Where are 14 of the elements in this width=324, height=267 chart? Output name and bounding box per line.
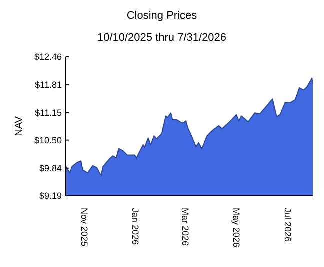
y-tick-label: $9.19 — [39, 191, 62, 202]
y-tick-label: $9.84 — [39, 164, 62, 174]
x-tick-label: Jul 2026 — [282, 208, 293, 242]
y-tick-label: $11.15 — [35, 108, 62, 118]
y-tick-label: $11.81 — [35, 80, 62, 90]
chart-title: Closing Prices — [126, 10, 198, 22]
chart-subtitle: 10/10/2025 thru 7/31/2026 — [97, 32, 227, 44]
x-tick-label: Jan 2026 — [130, 208, 141, 246]
y-tick-label: $10.50 — [34, 135, 62, 146]
x-tick-label: May 2026 — [232, 208, 242, 248]
y-axis-title: NAV — [14, 116, 25, 136]
y-tick-label: $12.46 — [34, 52, 62, 62]
x-tick-label: Mar 2026 — [180, 208, 190, 246]
x-tick-label: Nov 2025 — [79, 208, 90, 247]
